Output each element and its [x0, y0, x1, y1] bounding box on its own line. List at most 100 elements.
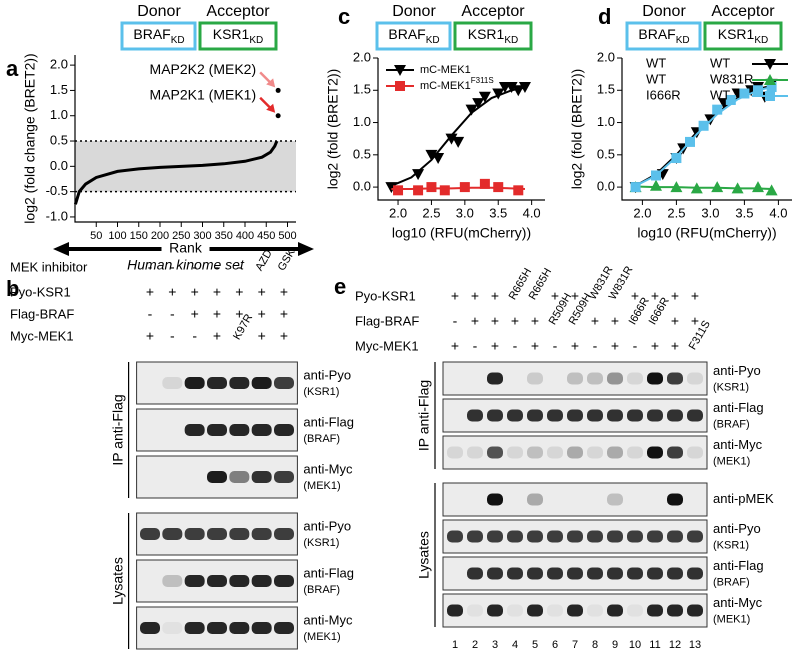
- band: [547, 530, 563, 543]
- donor-protein-name: BRAF: [388, 26, 425, 42]
- arrow-head: [298, 242, 314, 256]
- y-tick-label: -1.0: [46, 208, 68, 223]
- condition-value: +: [451, 338, 459, 354]
- band: [229, 377, 250, 389]
- x-tick-label: 500: [278, 230, 296, 242]
- acceptor-box: [453, 21, 533, 51]
- x-tick-label: 200: [151, 230, 169, 242]
- band: [607, 567, 623, 580]
- condition-value: +: [235, 284, 243, 300]
- band: [627, 604, 643, 617]
- axis-line: [621, 58, 792, 201]
- condition-label: Flag-BRAF: [355, 313, 419, 328]
- legend-acceptor: WT: [710, 55, 730, 70]
- band: [467, 409, 483, 422]
- condition-value: +: [213, 284, 221, 300]
- marker: [395, 81, 405, 91]
- band: [487, 567, 503, 580]
- marker: [731, 182, 744, 194]
- band: [251, 575, 272, 587]
- band: [507, 530, 523, 543]
- condition-value: -: [170, 306, 175, 322]
- x-tick-label: 250: [172, 230, 190, 242]
- marker: [492, 88, 505, 100]
- x-tick-label: 2.0: [633, 205, 651, 220]
- band: [527, 446, 543, 459]
- group-label: Lysates: [416, 531, 432, 579]
- marker: [764, 74, 776, 85]
- x-tick-label: 2.5: [422, 205, 440, 220]
- condition-label: Myc-MEK1: [355, 338, 419, 353]
- lane-number: 12: [669, 639, 681, 651]
- band: [667, 567, 683, 580]
- band: [274, 377, 294, 389]
- condition-label: Flag-BRAF: [10, 306, 74, 321]
- marker: [764, 59, 776, 70]
- marker: [472, 98, 485, 110]
- condition-value: -: [148, 306, 153, 322]
- band: [447, 494, 463, 506]
- condition-value: +: [671, 288, 679, 304]
- band: [274, 424, 294, 436]
- band: [229, 424, 250, 436]
- lane-number: 11: [649, 639, 660, 651]
- condition-value: +: [591, 313, 599, 329]
- band: [607, 446, 623, 459]
- band: [627, 372, 643, 385]
- donor-title: Donor: [137, 3, 181, 20]
- lane-number: 8: [592, 639, 598, 651]
- data-line: [73, 140, 279, 205]
- acceptor-protein-name: KSR1: [213, 26, 250, 42]
- donor-protein-name: BRAF: [133, 26, 170, 42]
- band: [587, 494, 603, 506]
- band: [185, 471, 205, 483]
- marker: [452, 136, 465, 148]
- donor-subscript: KD: [426, 35, 440, 46]
- band: [162, 575, 183, 587]
- marker: [752, 181, 764, 193]
- y-tick-label: 1.0: [597, 114, 615, 129]
- lane-number: 9: [612, 639, 618, 651]
- band: [527, 493, 543, 506]
- band: [587, 530, 603, 543]
- band: [607, 493, 623, 506]
- condition-value: -: [192, 328, 197, 344]
- lane-number: 13: [689, 639, 701, 651]
- y-tick-label: 0.0: [597, 179, 615, 194]
- x-tick-label: 400: [236, 230, 254, 242]
- condition-value: +: [491, 288, 499, 304]
- x-tick-label: 2.5: [667, 205, 685, 220]
- band: [507, 567, 523, 580]
- band: [647, 446, 663, 459]
- band: [567, 530, 583, 543]
- band: [251, 622, 272, 634]
- acceptor-title: Acceptor: [711, 3, 775, 20]
- donor-subscript: KD: [676, 35, 690, 46]
- band: [667, 493, 683, 506]
- band: [687, 494, 703, 506]
- condition-value: +: [191, 306, 199, 322]
- marker: [712, 104, 723, 115]
- annotation-arrowhead: [266, 103, 276, 113]
- band: [687, 409, 703, 422]
- donor-subscript: KD: [171, 35, 185, 46]
- band: [467, 373, 483, 385]
- donor-protein-name: BRAF: [638, 26, 675, 42]
- condition-value: -: [633, 338, 638, 354]
- legend-label: mC-MEK1F311S: [420, 76, 494, 92]
- condition-value: +: [213, 328, 221, 344]
- band: [140, 528, 160, 540]
- condition-value: +: [213, 306, 221, 322]
- y-tick-label: 0.5: [353, 146, 371, 161]
- band: [487, 446, 503, 459]
- donor-title: Donor: [392, 3, 436, 20]
- marker: [630, 182, 641, 193]
- marker: [505, 82, 518, 94]
- condition-value: +: [531, 313, 539, 329]
- marker: [766, 82, 777, 93]
- antibody-label: anti-Myc: [303, 612, 353, 627]
- legend-name: mC-MEK1: [420, 64, 471, 76]
- marker: [671, 153, 682, 164]
- antibody-label: anti-Flag: [303, 414, 354, 429]
- marker: [479, 178, 490, 189]
